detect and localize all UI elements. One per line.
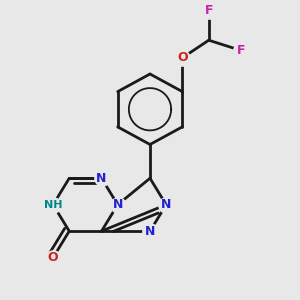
Text: O: O bbox=[177, 51, 188, 64]
Text: N: N bbox=[112, 198, 123, 211]
Text: O: O bbox=[48, 251, 58, 264]
Text: N: N bbox=[145, 225, 155, 238]
Text: F: F bbox=[205, 4, 213, 17]
Text: N: N bbox=[96, 172, 107, 185]
Text: NH: NH bbox=[44, 200, 62, 210]
Text: F: F bbox=[237, 44, 245, 57]
Text: N: N bbox=[161, 198, 171, 211]
